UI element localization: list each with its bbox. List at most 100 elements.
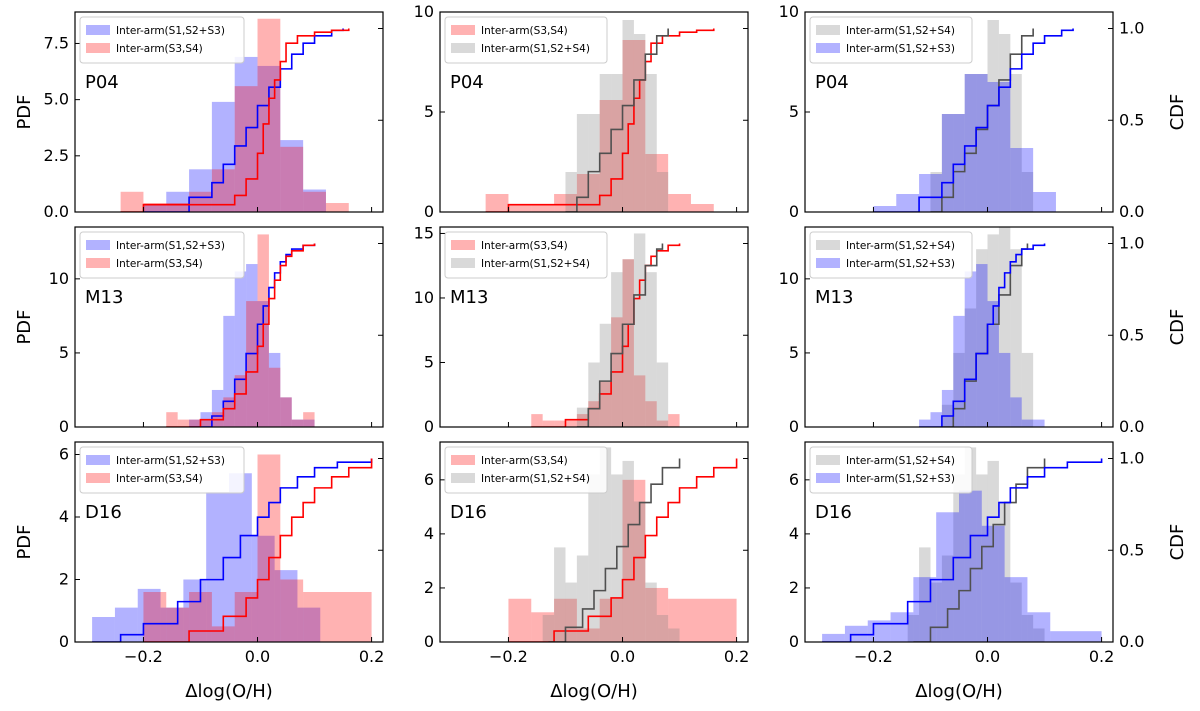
y-tick-label: 5 — [59, 343, 69, 362]
y-tick-label: 10 — [414, 288, 434, 307]
legend-label: Inter-arm(S1,S2+S3) — [116, 25, 225, 37]
histogram-bar — [599, 447, 612, 642]
method-label: P04 — [815, 72, 849, 93]
y-tick-label: 2 — [789, 578, 799, 597]
legend-swatch — [86, 43, 110, 53]
cdf-line — [485, 28, 715, 212]
y-tick-label: 2.5 — [44, 146, 69, 165]
histogram-bar — [1050, 631, 1102, 642]
histogram-bar — [485, 194, 509, 212]
axes-frame — [439, 441, 749, 643]
legend-label: Inter-arm(S1,S2+S3) — [116, 240, 225, 252]
histogram-bar — [930, 582, 942, 642]
histogram-bar — [822, 633, 845, 642]
cdf-line — [120, 28, 350, 212]
histogram-bar — [303, 592, 326, 642]
histogram-bar — [913, 577, 937, 642]
histogram-inter-arm-s3-s4- — [485, 40, 714, 212]
histogram-bar — [656, 420, 669, 427]
histogram-bar — [919, 174, 942, 212]
legend: Inter-arm(S3,S4) Inter-arm(S1,S2+S4) — [444, 16, 608, 64]
histogram-bar — [611, 74, 623, 212]
y-tick-label: 6 — [789, 470, 799, 489]
legend-swatch — [86, 473, 110, 483]
legend-swatch — [86, 258, 110, 268]
histogram-bar — [189, 169, 212, 212]
histogram-bar — [873, 206, 897, 212]
method-label: P04 — [85, 72, 119, 93]
legend: Inter-arm(S3,S4) Inter-arm(S1,S2+S4) — [444, 446, 608, 494]
histogram-bar — [1010, 74, 1022, 212]
histogram-bar — [987, 82, 1011, 212]
histogram-bar — [941, 389, 954, 427]
histogram-bar — [206, 492, 229, 642]
histogram-bar — [668, 628, 680, 642]
y-tick-label: 4 — [789, 524, 799, 543]
legend-swatch — [86, 455, 110, 465]
histogram-bar — [919, 547, 931, 642]
histogram-bar — [223, 397, 235, 427]
y-tick-label: 0 — [59, 632, 69, 651]
histogram-bar — [211, 169, 235, 212]
histogram-bar — [554, 420, 566, 427]
axes-frame — [74, 11, 384, 213]
histogram-bar — [280, 397, 292, 427]
legend-box — [444, 446, 608, 494]
histogram-bar — [274, 570, 298, 642]
cdf-tick-label: 0.0 — [1119, 202, 1144, 221]
histogram-bar — [1010, 148, 1034, 212]
histogram-bar — [656, 362, 669, 427]
legend-swatch — [451, 455, 475, 465]
legend-swatch — [816, 240, 840, 250]
panel-m13-col0: 0 5 10 M13 Inter-arm(S1,S2+S3) Inter-arm(S3,S… — [14, 226, 384, 436]
histogram-bar — [588, 362, 600, 427]
pdf-axis-label: PDF — [14, 524, 35, 559]
histogram-bar — [668, 598, 691, 642]
legend-swatch — [816, 473, 840, 483]
legend-label: Inter-arm(S1,S2+S3) — [846, 43, 955, 55]
y-tick-label: 5 — [424, 352, 434, 371]
histogram-bar — [599, 74, 612, 212]
y-tick-label: 0 — [789, 632, 799, 651]
legend-swatch — [86, 240, 110, 250]
method-label: M13 — [85, 287, 123, 308]
y-tick-label: 0 — [424, 632, 434, 651]
histogram-bar — [166, 412, 178, 427]
histogram-bar — [280, 579, 304, 642]
plot-area — [508, 447, 738, 642]
histogram-bar — [177, 419, 190, 427]
histogram-bar — [1033, 419, 1045, 427]
histogram-inter-arm-s1-s2-s4- — [930, 20, 1034, 212]
histogram-bar — [189, 419, 201, 427]
legend-swatch — [816, 455, 840, 465]
axes-frame — [74, 441, 384, 643]
histogram-bar — [303, 419, 315, 427]
method-label: D16 — [85, 502, 122, 523]
histogram-bar — [576, 414, 589, 427]
method-label: M13 — [815, 287, 853, 308]
histogram-bar — [930, 412, 942, 427]
plot-area — [873, 20, 1074, 212]
cdf-line — [166, 243, 316, 427]
plot-area — [166, 234, 316, 427]
legend: Inter-arm(S1,S2+S3) Inter-arm(S3,S4) — [79, 16, 245, 64]
histogram-bar — [645, 272, 657, 427]
histogram-bar — [964, 271, 977, 427]
histogram-bar — [1021, 352, 1034, 427]
cdf-axis-label: CDF — [1167, 309, 1188, 346]
histogram-inter-arm-s1-s2-s4- — [565, 20, 669, 212]
x-axis-label: Δlog(O/H) — [915, 681, 1003, 702]
histogram-bar — [656, 172, 669, 212]
histogram-bar — [223, 315, 235, 427]
histogram-bar — [633, 34, 646, 212]
legend-swatch — [816, 25, 840, 35]
legend-label: Inter-arm(S1,S2+S4) — [481, 43, 590, 55]
histogram-bar — [303, 412, 315, 427]
legend-label: Inter-arm(S1,S2+S3) — [116, 455, 225, 467]
histogram-bar — [291, 419, 304, 427]
legend-swatch — [451, 473, 475, 483]
cdf-tick-label: 1.0 — [1119, 449, 1144, 468]
y-tick-label: 0 — [59, 417, 69, 436]
histogram-bar — [896, 194, 920, 212]
histogram-bar — [280, 140, 304, 212]
